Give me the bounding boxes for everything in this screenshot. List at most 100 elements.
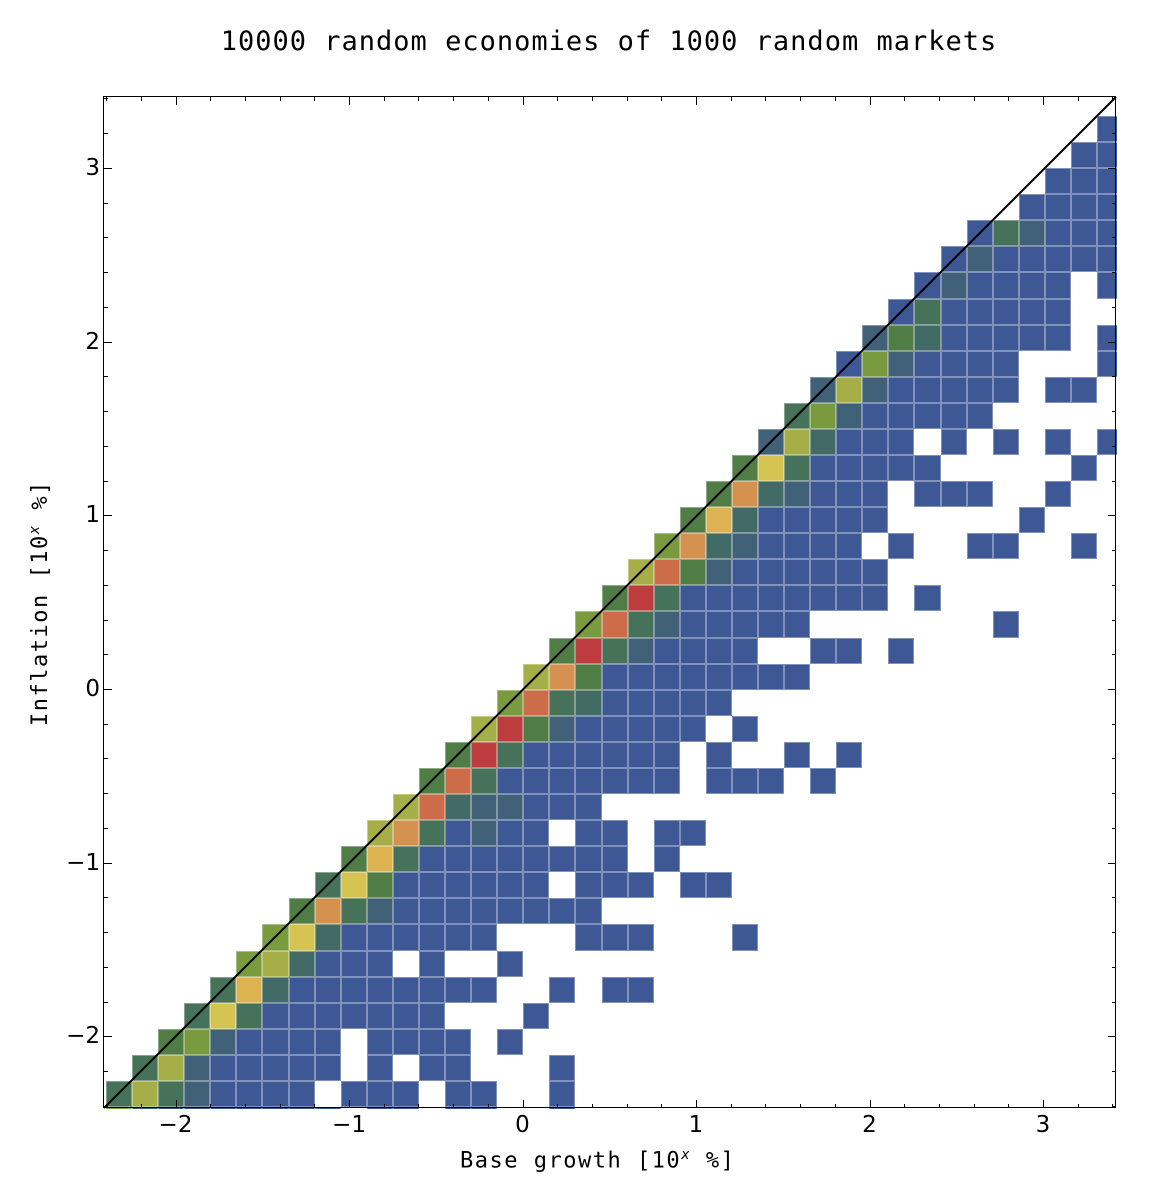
heatmap-cell (836, 559, 863, 586)
tick-mark (1108, 1036, 1116, 1038)
tick-mark (175, 1100, 177, 1108)
heatmap-cell (575, 663, 602, 690)
heatmap-cell (601, 689, 628, 716)
heatmap-cell (731, 637, 758, 664)
tick-mark (834, 1104, 836, 1108)
heatmap-cell (549, 741, 576, 768)
tick-mark (210, 97, 212, 101)
tick-mark (626, 1104, 628, 1108)
heatmap-cell (575, 846, 602, 873)
heatmap-cell (888, 402, 915, 429)
heatmap-cell (731, 585, 758, 612)
heatmap-cell (523, 1002, 550, 1029)
heatmap-cell (653, 846, 680, 873)
tick-mark (1112, 932, 1116, 934)
heatmap-cell (1097, 246, 1117, 273)
heatmap-cell (705, 767, 732, 795)
heatmap-cell (418, 794, 446, 821)
heatmap-cell (392, 794, 419, 821)
tick-mark (314, 1104, 316, 1108)
heatmap-cell (366, 820, 393, 847)
heatmap-cell (471, 794, 498, 821)
heatmap-cell (679, 820, 706, 847)
heatmap-cell (236, 1028, 263, 1055)
heatmap-cell (705, 663, 732, 690)
heatmap-cell (1070, 220, 1098, 247)
heatmap-cell (262, 976, 289, 1003)
heatmap-cell (366, 950, 393, 977)
heatmap-cell (392, 1080, 419, 1107)
heatmap-cell (445, 898, 472, 925)
tick-mark (279, 97, 281, 101)
tick-mark (104, 758, 108, 760)
tick-mark (1112, 202, 1116, 204)
heatmap-cell (601, 846, 628, 873)
heatmap-cell (1018, 298, 1045, 325)
heatmap-cell (731, 455, 758, 482)
heatmap-cell (392, 898, 419, 925)
heatmap-cell (210, 1080, 237, 1107)
heatmap-cell (445, 820, 472, 847)
heatmap-cell (523, 794, 550, 821)
heatmap-cell (158, 1028, 185, 1055)
tick-mark (1077, 1104, 1079, 1108)
tick-mark (104, 862, 112, 864)
heatmap-cell (575, 741, 602, 768)
tick-mark (175, 97, 177, 105)
heatmap-cell (1044, 272, 1071, 299)
heatmap-cell (1018, 194, 1045, 221)
tick-mark (1112, 654, 1116, 656)
heatmap-cell (471, 846, 498, 873)
heatmap-cell (262, 1080, 289, 1107)
heatmap-cell (106, 1080, 133, 1107)
heatmap-cell (523, 663, 550, 690)
heatmap-cell (836, 533, 863, 560)
heatmap-cell (627, 559, 654, 586)
tick-mark (1112, 411, 1116, 413)
heatmap-cell (366, 924, 393, 951)
tick-mark (104, 550, 108, 552)
tick-mark (244, 1104, 246, 1108)
heatmap-cell (575, 898, 602, 925)
heatmap-cell (862, 559, 889, 586)
tick-mark (696, 1100, 697, 1108)
heatmap-cell (679, 559, 706, 586)
heatmap-cell (862, 376, 889, 403)
heatmap-cell (888, 455, 915, 482)
heatmap-cell (784, 559, 811, 586)
heatmap-cell (888, 298, 915, 325)
heatmap-cell (288, 898, 315, 925)
heatmap-cell (627, 663, 654, 690)
heatmap-cell (106, 1107, 133, 1109)
tick-mark (1112, 550, 1116, 552)
heatmap-cell (340, 898, 367, 925)
heatmap-cell (366, 898, 393, 925)
heatmap-cell (523, 715, 550, 742)
heatmap-cell (1018, 246, 1045, 273)
heatmap-cell (940, 324, 967, 351)
heatmap-cell (523, 741, 550, 768)
heatmap-cell (914, 350, 941, 377)
heatmap-cell (653, 533, 680, 560)
heatmap-cell (418, 820, 446, 847)
heatmap-cell (575, 715, 602, 742)
heatmap-cell (418, 872, 446, 899)
heatmap-cell (1097, 115, 1117, 143)
heatmap-cell (940, 350, 967, 377)
tick-mark (453, 1104, 455, 1108)
tick-mark (244, 97, 246, 101)
tick-mark (557, 1104, 559, 1108)
heatmap-cell (784, 533, 811, 560)
heatmap-cell (418, 846, 446, 873)
heatmap-cell (810, 507, 837, 534)
heatmap-cell (940, 246, 967, 273)
tick-mark (104, 480, 108, 482)
heatmap-cell (288, 1054, 315, 1081)
tick-mark (104, 689, 112, 690)
heatmap-cell (366, 1080, 393, 1107)
heatmap-cell (497, 872, 524, 899)
heatmap-cell (340, 1002, 367, 1029)
heatmap-cell (731, 507, 758, 534)
heatmap-cell (992, 246, 1019, 273)
tick-mark (104, 966, 108, 968)
